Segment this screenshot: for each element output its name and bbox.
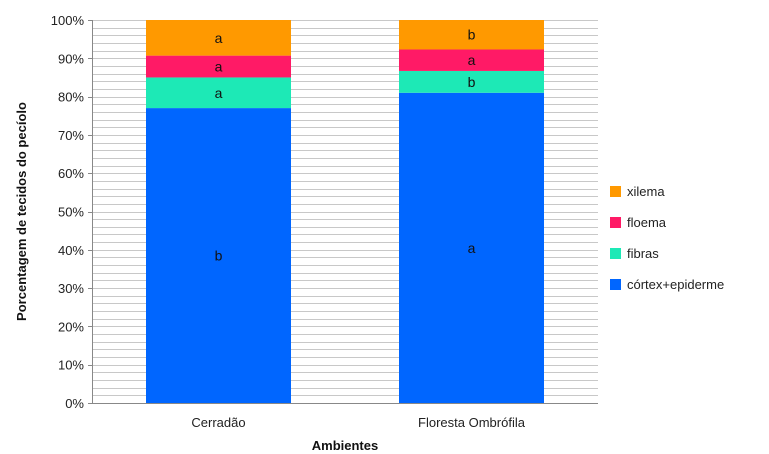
- legend-label: xilema: [627, 184, 665, 199]
- significance-letter: a: [468, 240, 476, 256]
- legend-swatch: [610, 248, 621, 259]
- legend-swatch: [610, 186, 621, 197]
- bar-segment: [146, 20, 291, 56]
- significance-letter: a: [215, 85, 223, 101]
- x-axis-title: Ambientes: [312, 438, 378, 453]
- significance-letter: b: [468, 74, 476, 90]
- bar-segment: [399, 20, 544, 50]
- x-tick-label: Floresta Ombrófila: [418, 415, 526, 430]
- y-tick-label: 20%: [58, 319, 84, 334]
- legend: xilema floema fibras córtex+epiderme: [610, 184, 724, 292]
- y-tick-label: 50%: [58, 205, 84, 220]
- y-tick-label: 70%: [58, 128, 84, 143]
- y-tick-label: 40%: [58, 243, 84, 258]
- bar-segment: [146, 108, 291, 403]
- bar-segment: [146, 77, 291, 109]
- significance-letter: b: [468, 27, 476, 43]
- bar-segment: [399, 92, 544, 404]
- bar-segment: [146, 55, 291, 78]
- y-tick-label: 90%: [58, 51, 84, 66]
- y-axis-title: Porcentagem de tecidos do pecíolo: [14, 102, 29, 321]
- legend-label: córtex+epiderme: [627, 277, 724, 292]
- legend-swatch: [610, 279, 621, 290]
- y-tick-label: 80%: [58, 90, 84, 105]
- significance-letter: a: [215, 30, 223, 46]
- legend-label: fibras: [627, 246, 659, 261]
- legend-label: floema: [627, 215, 667, 230]
- y-tick-label: 30%: [58, 281, 84, 296]
- y-tick-label: 0%: [65, 396, 84, 411]
- significance-letter: a: [215, 59, 223, 75]
- y-tick-label: 100%: [51, 13, 85, 28]
- axes: 0% 10% 20% 30% 40% 50% 60% 70% 80% 90% 100% Cerradã…: [51, 13, 598, 430]
- significance-letter: b: [215, 248, 223, 264]
- bar-segment: [399, 70, 544, 93]
- y-tick-label: 60%: [58, 166, 84, 181]
- y-tick-label: 10%: [58, 358, 84, 373]
- bar-segment: [399, 49, 544, 71]
- x-tick-label: Cerradão: [191, 415, 245, 430]
- significance-letter: a: [468, 52, 476, 68]
- legend-swatch: [610, 217, 621, 228]
